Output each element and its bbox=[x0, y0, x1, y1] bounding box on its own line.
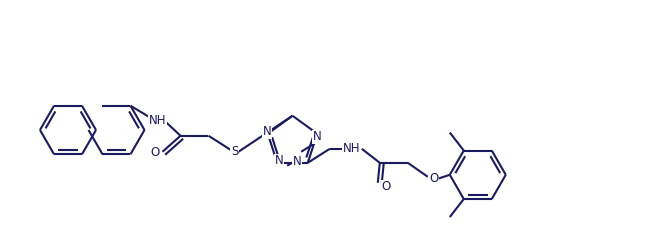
Text: O: O bbox=[151, 146, 160, 159]
Text: NH: NH bbox=[343, 142, 360, 155]
Text: O: O bbox=[429, 172, 439, 185]
Text: N: N bbox=[262, 125, 271, 138]
Text: S: S bbox=[231, 145, 238, 158]
Text: NH: NH bbox=[149, 114, 167, 127]
Text: N: N bbox=[313, 130, 321, 143]
Text: N: N bbox=[293, 155, 301, 168]
Text: N: N bbox=[275, 154, 284, 167]
Text: O: O bbox=[381, 180, 390, 193]
